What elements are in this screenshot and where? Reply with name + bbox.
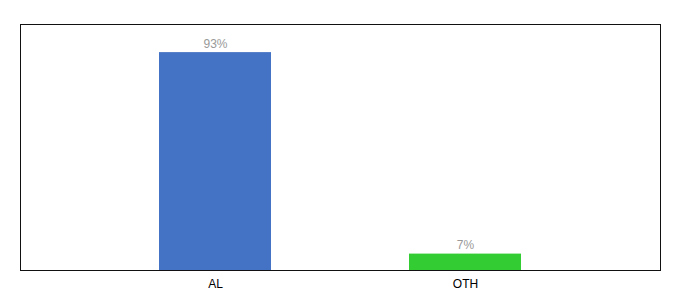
svg-text:7%: 7% xyxy=(457,238,475,252)
svg-text:OTH: OTH xyxy=(453,277,478,291)
svg-text:AL: AL xyxy=(208,277,223,291)
svg-text:93%: 93% xyxy=(203,37,227,51)
